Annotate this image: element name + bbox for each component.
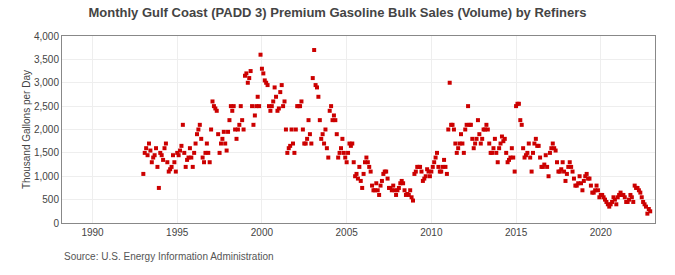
svg-text:2000: 2000 [251,227,274,238]
svg-text:1995: 1995 [166,227,189,238]
svg-text:1,000: 1,000 [34,171,59,182]
svg-text:2010: 2010 [420,227,443,238]
svg-text:2,000: 2,000 [34,124,59,135]
svg-text:1,500: 1,500 [34,147,59,158]
svg-text:0: 0 [53,218,59,229]
svg-text:500: 500 [42,194,59,205]
svg-text:2005: 2005 [336,227,359,238]
svg-text:3,000: 3,000 [34,77,59,88]
svg-text:4,000: 4,000 [34,31,59,42]
svg-text:2015: 2015 [505,227,528,238]
svg-text:Source: U.S. Energy Informatio: Source: U.S. Energy Information Administ… [64,251,274,262]
svg-text:Thousand Gallons per Day: Thousand Gallons per Day [21,70,32,189]
svg-text:2,500: 2,500 [34,101,59,112]
svg-text:3,500: 3,500 [34,54,59,65]
svg-text:2020: 2020 [590,227,613,238]
svg-text:1990: 1990 [81,227,104,238]
svg-text:Monthly Gulf Coast (PADD 3) Pr: Monthly Gulf Coast (PADD 3) Premium Gaso… [89,5,587,20]
